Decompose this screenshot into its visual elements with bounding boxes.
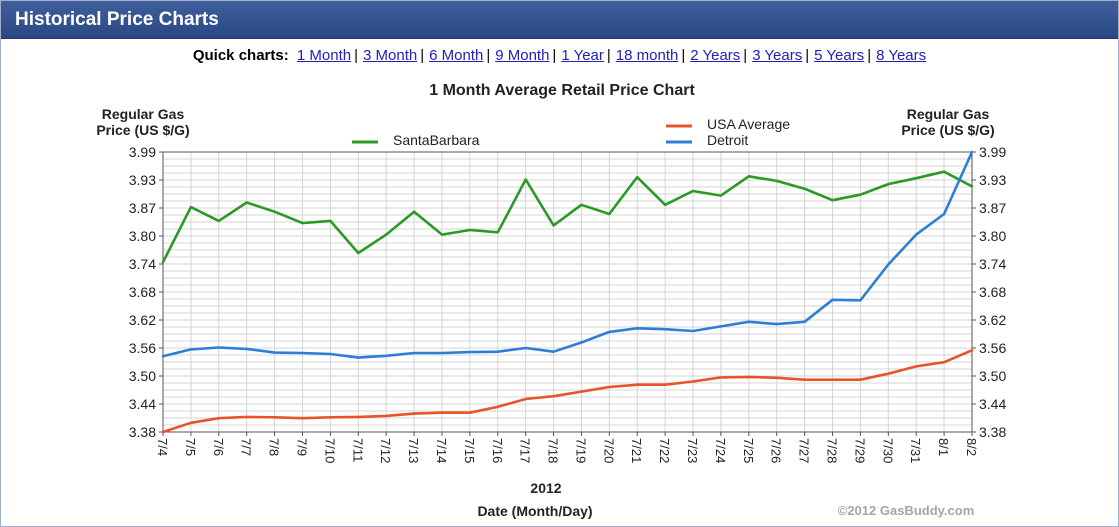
x-axis-label: Date (Month/Day) (477, 503, 592, 519)
x-tick-label: 7/24 (713, 438, 728, 463)
x-tick-label: 7/7 (239, 438, 254, 456)
quick-link-6-month[interactable]: 6 Month (429, 47, 484, 64)
y-tick-label-left: 3.62 (129, 312, 156, 328)
quick-link-separator: | (743, 47, 748, 64)
y-axis-label-right-line2: Price (US $/G) (901, 122, 994, 138)
x-tick-label: 7/22 (657, 438, 672, 463)
y-tick-label-right: 3.56 (979, 340, 1006, 356)
legend-label-usa-average: USA Average (707, 116, 790, 132)
quick-link-9-month[interactable]: 9 Month (495, 47, 550, 64)
y-axis-label-left-line1: Regular Gas (102, 106, 185, 122)
series-line-santabarbara (161, 170, 974, 264)
x-tick-label: 8/1 (936, 438, 951, 456)
quick-link-18-month[interactable]: 18 month (615, 47, 679, 64)
quick-link-3-month[interactable]: 3 Month (363, 47, 418, 64)
y-tick-label-left: 3.44 (129, 396, 156, 412)
series-line-usa-average (161, 348, 974, 434)
x-tick-label: 7/26 (769, 438, 784, 463)
x-tick-label: 7/27 (797, 438, 812, 463)
y-tick-label-right: 3.87 (979, 200, 1006, 216)
quick-charts-bar: Quick charts: 1 Month | 3 Month | 6 Month | 9 … (0, 47, 1119, 64)
x-tick-label: 7/13 (406, 438, 421, 463)
y-tick-label-right: 3.80 (979, 228, 1006, 244)
y-tick-label-left: 3.68 (129, 284, 156, 300)
x-tick-label: 7/6 (211, 438, 226, 456)
quick-link-8-years[interactable]: 8 Years (876, 47, 927, 64)
x-tick-label: 7/11 (350, 438, 365, 462)
x-tick-label: 7/29 (852, 438, 867, 463)
x-tick-label: 7/10 (322, 438, 337, 463)
y-tick-label-right: 3.74 (979, 256, 1006, 272)
quick-link-separator: | (552, 47, 557, 64)
y-axis-label-left-line2: Price (US $/G) (96, 122, 189, 138)
x-tick-label: 7/31 (908, 438, 923, 463)
x-tick-label: 7/18 (546, 438, 561, 463)
y-tick-label-left: 3.99 (129, 144, 156, 160)
y-axis-label-right-line1: Regular Gas (907, 106, 990, 122)
x-tick-label: 7/9 (294, 438, 309, 456)
y-tick-label-left: 3.50 (129, 368, 156, 384)
y-tick-label-left: 3.80 (129, 228, 156, 244)
y-tick-label-left: 3.87 (129, 200, 156, 216)
legend-label-santabarbara: SantaBarbara (393, 132, 480, 148)
x-tick-label: 7/20 (601, 438, 616, 463)
y-tick-label-right: 3.50 (979, 368, 1006, 384)
x-tick-label: 7/21 (629, 438, 644, 463)
quick-link-1-month[interactable]: 1 Month (296, 47, 352, 64)
y-tick-label-right: 3.99 (979, 144, 1006, 160)
x-tick-label: 7/15 (462, 438, 477, 463)
quick-link-separator: | (354, 47, 358, 64)
quick-charts-label: Quick charts: (192, 47, 289, 64)
quick-link-separator: | (867, 47, 872, 64)
y-tick-label-left: 3.56 (129, 340, 156, 356)
quick-charts-links: 1 Month | 3 Month | 6 Month | 9 Month | 1 Year | 1… (297, 47, 926, 64)
panel-title: Historical Price Charts (15, 9, 219, 30)
y-tick-label-right: 3.93 (979, 172, 1006, 188)
panel-header: Historical Price Charts (1, 1, 1118, 39)
x-tick-label: 8/2 (964, 438, 979, 456)
x-tick-label: 7/30 (880, 438, 895, 463)
x-tick-label: 7/17 (518, 438, 533, 463)
chart-title: 1 Month Average Retail Price Chart (429, 82, 695, 99)
x-tick-label: 7/16 (490, 438, 505, 463)
x-tick-label: 7/4 (155, 438, 170, 456)
quick-link-1-year[interactable]: 1 Year (561, 47, 604, 64)
x-tick-label: 7/8 (267, 438, 282, 456)
y-tick-label-right: 3.68 (979, 284, 1006, 300)
quick-link-separator: | (805, 47, 810, 64)
quick-link-separator: | (420, 47, 425, 64)
quick-link-separator: | (486, 47, 491, 64)
x-tick-label: 7/23 (685, 438, 700, 463)
x-tick-label: 7/28 (825, 438, 840, 463)
legend-label-detroit: Detroit (707, 132, 748, 148)
quick-link-5-years[interactable]: 5 Years (814, 47, 865, 64)
x-tick-label: 7/5 (183, 438, 198, 456)
copyright-text: ©2012 GasBuddy.com (838, 503, 975, 518)
y-tick-label-right: 3.62 (979, 312, 1006, 328)
series-line-detroit (161, 150, 974, 359)
quick-link-2-years[interactable]: 2 Years (690, 47, 741, 64)
year-label: 2012 (530, 480, 561, 496)
x-tick-label: 7/12 (378, 438, 393, 463)
quick-link-3-years[interactable]: 3 Years (752, 47, 803, 64)
x-tick-label: 7/25 (741, 438, 756, 463)
y-tick-label-left: 3.74 (129, 256, 156, 272)
x-tick-label: 7/14 (434, 438, 449, 463)
y-tick-label-right: 3.38 (979, 424, 1006, 440)
quick-link-separator: | (681, 47, 686, 64)
x-tick-label: 7/19 (573, 438, 588, 463)
y-tick-label-right: 3.44 (979, 396, 1006, 412)
y-tick-label-left: 3.93 (129, 172, 156, 188)
quick-link-separator: | (606, 47, 611, 64)
y-tick-label-left: 3.38 (129, 424, 156, 440)
